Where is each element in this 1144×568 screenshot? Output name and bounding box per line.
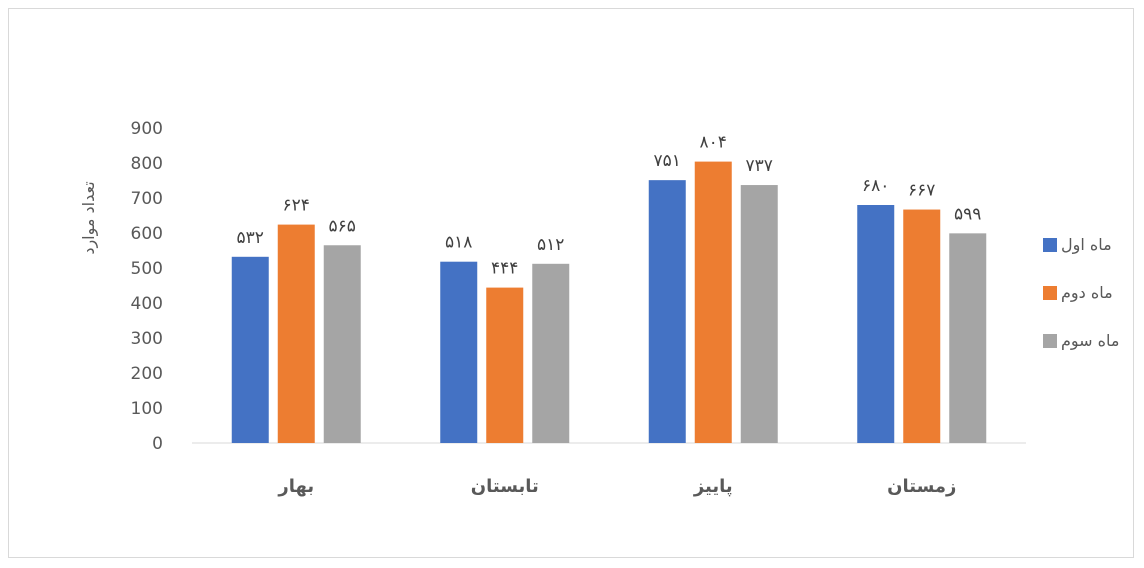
y-tick-label: 700 [131,189,163,209]
data-label: ۵۹۹ [954,204,981,224]
y-axis-title: تعداد موارد [79,181,99,254]
data-label: ۵۳۲ [237,228,264,248]
bar [277,224,315,443]
y-tick-label: 800 [131,154,163,174]
bar [949,233,987,443]
legend-swatch [1043,238,1057,252]
bar [532,263,570,443]
chart-area [8,8,1134,558]
data-label: ۵۱۸ [445,233,472,253]
y-axis-ticks: 0 100 200 300 400 500 600 700 800 900 [131,119,163,454]
data-label: ۶۶۷ [908,181,935,201]
bar [740,185,778,444]
legend-label: ماه اول [1061,235,1112,255]
data-label: ۸۰۴ [700,133,727,153]
legend-label: ماه سوم [1061,331,1120,351]
category-label: تابستان [471,476,539,497]
category-label: پاییز [693,476,733,497]
legend-swatch [1043,286,1057,300]
y-tick-label: 0 [152,434,163,454]
data-label: ۵۱۲ [537,235,564,255]
y-tick-label: 100 [131,399,163,419]
y-tick-label: 500 [131,259,163,279]
category-label: زمستان [887,476,956,497]
legend: ماه اول ماه دوم ماه سوم [1043,235,1120,351]
data-label: ۴۴۴ [491,259,518,279]
data-label: ۶۲۴ [283,196,310,216]
data-labels: ۵۳۲ ۶۲۴ ۵۶۵ ۵۱۸ ۴۴۴ ۵۱۲ ۷۵۱ ۸۰۴ ۷۳۷ ۶۸۰ ۶۶۷ ۵۹۹ [237,133,982,279]
bar [440,261,478,443]
bar [903,209,941,443]
bar [694,161,732,443]
y-tick-label: 200 [131,364,163,384]
legend-label: ماه دوم [1061,283,1113,303]
bars [231,161,987,444]
bar [648,180,686,443]
category-label: بهار [277,476,314,497]
data-label: ۷۵۱ [654,151,681,171]
y-tick-label: 900 [131,119,163,139]
y-tick-label: 400 [131,294,163,314]
category-labels: بهار تابستان پاییز زمستان [277,476,956,497]
y-tick-label: 300 [131,329,163,349]
y-tick-label: 600 [131,224,163,244]
bar [231,256,269,443]
bar [486,287,524,443]
data-label: ۵۶۵ [329,216,356,236]
legend-swatch [1043,334,1057,348]
data-label: ۷۳۷ [746,156,773,176]
bar [323,245,361,443]
bar [857,205,895,443]
data-label: ۶۸۰ [862,176,889,196]
